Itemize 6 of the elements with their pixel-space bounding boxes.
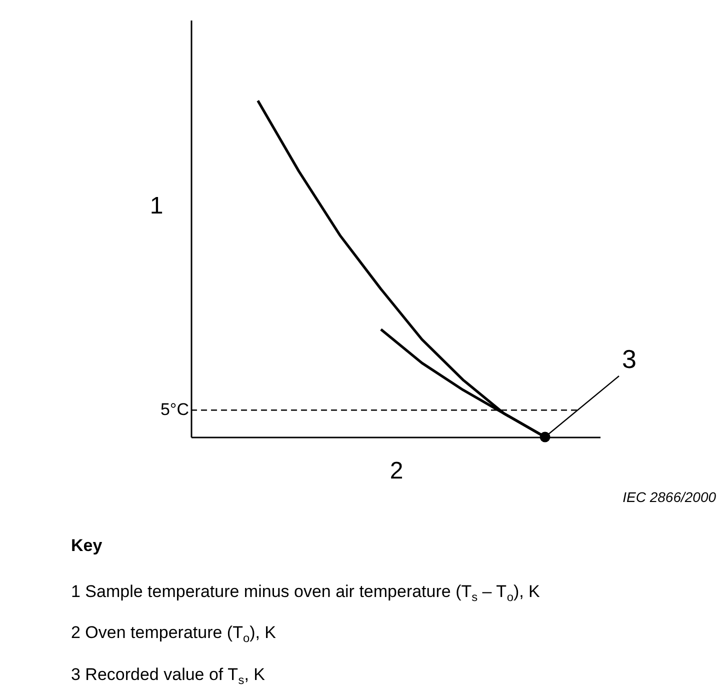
x-axis-title: 2 [390,458,404,484]
ref-line-label: 5°C [160,400,189,420]
text: IEC 2866/2000 [622,489,716,505]
text: 3 [622,344,636,374]
y-axis-title: 1 [150,192,164,220]
text: Key [71,536,103,555]
